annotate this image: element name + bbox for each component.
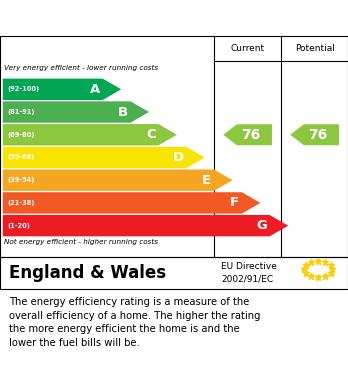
Text: Potential: Potential (295, 44, 334, 53)
Text: C: C (146, 128, 156, 141)
Text: Energy Efficiency Rating: Energy Efficiency Rating (9, 11, 211, 25)
Polygon shape (3, 170, 232, 191)
Text: (39-54): (39-54) (7, 177, 34, 183)
Polygon shape (290, 124, 339, 145)
Text: (92-100): (92-100) (7, 86, 39, 92)
Text: The energy efficiency rating is a measure of the
overall efficiency of a home. T: The energy efficiency rating is a measur… (9, 297, 260, 348)
Text: (1-20): (1-20) (7, 222, 30, 229)
Text: 76: 76 (242, 128, 261, 142)
Text: England & Wales: England & Wales (9, 264, 166, 282)
Text: A: A (90, 83, 100, 96)
Text: E: E (202, 174, 211, 187)
Polygon shape (3, 124, 177, 145)
Text: B: B (118, 106, 128, 118)
Text: F: F (230, 196, 239, 210)
Text: (69-80): (69-80) (7, 132, 34, 138)
Text: Current: Current (230, 44, 265, 53)
Text: (55-68): (55-68) (7, 154, 34, 160)
Text: G: G (256, 219, 267, 232)
Text: (21-38): (21-38) (7, 200, 34, 206)
Polygon shape (3, 192, 260, 213)
Text: Very energy efficient - lower running costs: Very energy efficient - lower running co… (4, 65, 158, 71)
Polygon shape (3, 79, 121, 100)
Text: EU Directive
2002/91/EC: EU Directive 2002/91/EC (221, 262, 277, 283)
Text: Not energy efficient - higher running costs: Not energy efficient - higher running co… (4, 239, 158, 245)
Text: 76: 76 (308, 128, 328, 142)
Polygon shape (223, 124, 272, 145)
Polygon shape (3, 215, 288, 236)
Polygon shape (3, 147, 205, 168)
Text: D: D (172, 151, 183, 164)
Text: (81-91): (81-91) (7, 109, 34, 115)
Polygon shape (3, 101, 149, 123)
